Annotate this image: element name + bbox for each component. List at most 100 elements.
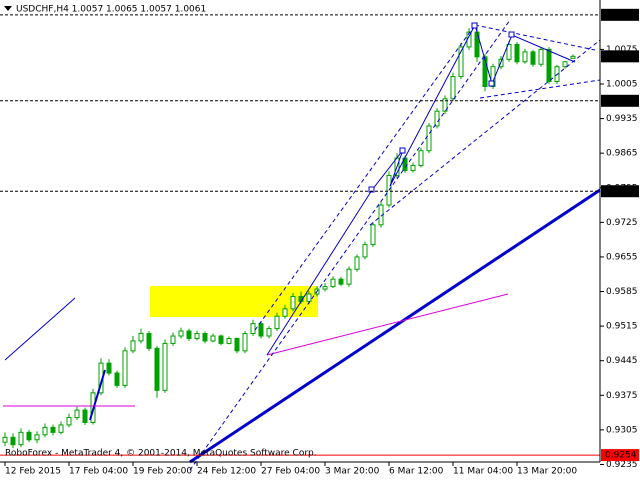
x-tick-label: 24 Feb 12:00	[197, 467, 256, 477]
candle-body	[58, 424, 64, 433]
candle-body	[194, 333, 200, 339]
candle-body	[218, 335, 224, 344]
x-tick-label: 6 Mar 12:00	[389, 467, 444, 477]
x-tick-label: 27 Feb 04:00	[261, 467, 320, 477]
trend-line	[266, 293, 509, 356]
chart-title: USDCHF,H4 1.0057 1.0065 1.0057 1.0061	[16, 5, 206, 15]
candle-body	[170, 335, 176, 344]
y-tick-label: 0.9865	[606, 149, 638, 159]
candle-body	[522, 51, 528, 63]
y-tick-label: 0.9375	[606, 391, 638, 401]
candle-body	[274, 315, 280, 330]
candle-body	[338, 278, 344, 285]
candle-body	[546, 48, 552, 83]
trend-line	[4, 297, 76, 361]
candle-body	[418, 150, 424, 167]
candle-body	[330, 278, 336, 288]
candle-body	[34, 434, 40, 441]
y-tick-label: 0.9725	[606, 218, 638, 228]
candle-body	[146, 333, 152, 349]
candle-body	[370, 224, 376, 246]
candle-body	[138, 333, 144, 342]
level-label-box	[601, 185, 639, 198]
y-tick-label: 1.0075	[606, 45, 638, 55]
y-tick-label: 0.9935	[606, 114, 638, 124]
annotations	[0, 14, 601, 471]
x-tick-label: 12 Feb 2015	[5, 467, 61, 477]
candle-body	[250, 323, 256, 335]
candle-body	[258, 323, 264, 337]
x-tick-label: 17 Feb 04:00	[69, 467, 128, 477]
candle-body	[210, 335, 216, 342]
candle-body	[426, 125, 432, 152]
x-tick-label: 13 Mar 20:00	[517, 467, 577, 477]
candle-body	[226, 337, 232, 344]
point-marker	[399, 147, 406, 154]
candle-body	[234, 337, 240, 352]
candle-body	[82, 409, 88, 423]
candle-body	[2, 436, 8, 443]
candle-body	[282, 308, 288, 317]
candle-body	[66, 417, 72, 426]
y-tick-label: 0.9305	[606, 425, 638, 435]
candle-body	[242, 333, 248, 352]
candle-body	[442, 98, 448, 112]
plot-area	[2, 22, 576, 449]
channel-line	[189, 19, 511, 471]
candle-body	[410, 165, 416, 171]
level-label: 1.0145	[605, 10, 637, 20]
level-label: 0.9971	[605, 96, 637, 106]
candle-body	[26, 431, 32, 441]
candle-body	[114, 372, 120, 386]
point-marker	[368, 186, 375, 193]
candle-body	[10, 436, 16, 446]
candle-body	[154, 347, 160, 391]
level-label: 0.9788	[605, 187, 637, 197]
candle-body	[322, 286, 328, 290]
candle-body	[354, 256, 360, 270]
level-label-box	[601, 449, 639, 462]
candle-body	[202, 333, 208, 342]
candle-body	[514, 43, 520, 63]
level-label-box	[601, 8, 639, 21]
y-tick-label: 0.9445	[606, 356, 638, 366]
candle-body	[266, 328, 272, 337]
candle-body	[346, 268, 352, 285]
x-tick-label: 11 Mar 04:00	[453, 467, 513, 477]
candle-body	[130, 340, 136, 352]
triangle-line	[479, 79, 601, 99]
y-tick-label: 0.9515	[606, 322, 638, 332]
channel-line	[369, 39, 601, 226]
y-tick-label: 0.9655	[606, 252, 638, 262]
candle-body	[434, 110, 440, 127]
point-marker	[471, 22, 478, 29]
price-label-box	[601, 50, 639, 63]
candle-body	[178, 330, 184, 337]
y-tick-label: 0.9585	[606, 287, 638, 297]
candle-body	[530, 51, 536, 65]
y-tick-label: 0.9235	[606, 460, 638, 470]
price-label: 1.0061	[605, 52, 637, 62]
candle-body	[162, 342, 168, 391]
point-marker	[508, 31, 515, 38]
candle-body	[482, 56, 488, 87]
candle-body	[18, 431, 24, 446]
candle-body	[562, 61, 568, 68]
footer-text: RoboForex - MetaTrader 4, © 2001-2014, M…	[5, 449, 317, 459]
trend-line	[89, 369, 106, 421]
wave-line	[266, 23, 576, 356]
zone-rectangle	[150, 286, 318, 317]
candle-body	[306, 293, 312, 302]
x-tick-label: 19 Feb 20:00	[133, 467, 192, 477]
level-label: 0.9254	[605, 451, 637, 461]
candle-body	[538, 48, 544, 65]
y-tick-label: 1.0005	[606, 80, 638, 90]
candle-body	[74, 409, 80, 419]
candle-body	[50, 426, 56, 433]
candle-body	[186, 330, 192, 339]
candle-body	[42, 426, 48, 436]
candle-body	[122, 350, 128, 386]
x-tick-label: 3 Mar 20:00	[325, 467, 380, 477]
